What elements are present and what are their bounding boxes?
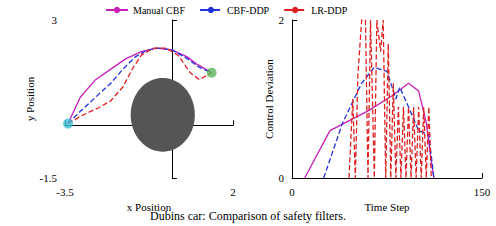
- svg-text:2: 2: [230, 186, 236, 198]
- svg-text:Dubins car: Comparison of safe: Dubins car: Comparison of safety filters…: [150, 209, 346, 223]
- svg-text:2: 2: [279, 14, 285, 26]
- svg-text:Time Step: Time Step: [364, 201, 410, 213]
- svg-text:-3.5: -3.5: [56, 186, 74, 198]
- svg-text:0: 0: [289, 186, 295, 198]
- svg-text:Manual CBF: Manual CBF: [133, 5, 185, 16]
- svg-text:Control Deviation: Control Deviation: [263, 59, 275, 139]
- svg-text:LR-DDP: LR-DDP: [311, 5, 348, 16]
- svg-text:0: 0: [279, 172, 285, 184]
- svg-text:x Position: x Position: [127, 201, 172, 213]
- svg-text:150: 150: [474, 186, 491, 198]
- svg-text:3: 3: [52, 14, 58, 26]
- svg-text:-1.5: -1.5: [40, 172, 58, 184]
- svg-text:y Position: y Position: [24, 76, 36, 121]
- svg-text:CBF-DDP: CBF-DDP: [227, 5, 270, 16]
